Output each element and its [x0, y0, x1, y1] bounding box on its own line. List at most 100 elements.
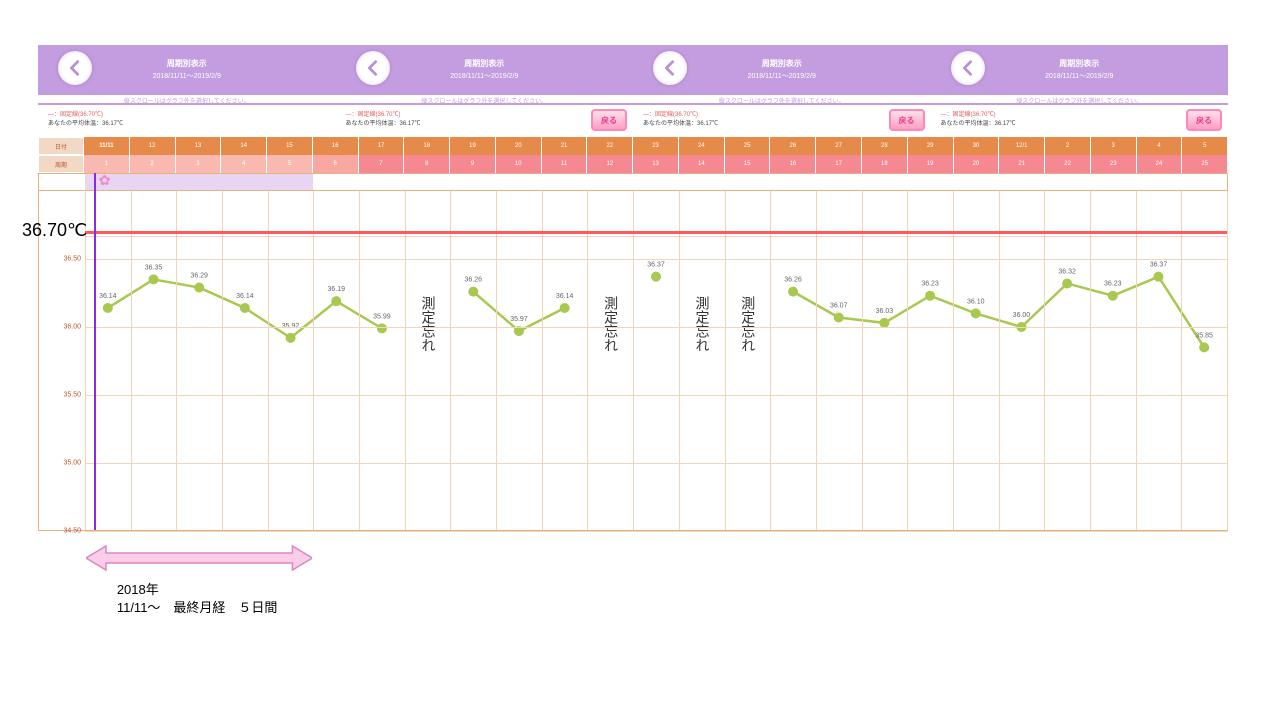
scroll-notice: 縦スクロールはグラフ外を選択してください。: [633, 93, 931, 105]
cycle-cell: 17: [816, 155, 862, 173]
date-cell: 16: [313, 137, 359, 155]
temp-marker: [194, 283, 204, 293]
temp-value-label: 36.37: [647, 262, 665, 269]
header-date-range: 2018/11/11～2019/2/9: [1045, 71, 1113, 81]
back-arrow-icon[interactable]: [58, 51, 92, 85]
v-gridline: [359, 191, 360, 530]
date-cell: 17: [359, 137, 405, 155]
back-arrow-icon[interactable]: [951, 51, 985, 85]
cycle-cell: 19: [908, 155, 954, 173]
back-arrow-icon[interactable]: [653, 51, 687, 85]
temp-line: [473, 292, 564, 331]
v-gridline: [496, 191, 497, 530]
temp-value-label: 36.03: [876, 308, 894, 315]
flower-icon: ✿: [99, 172, 111, 189]
cycle-cell: 13: [633, 155, 679, 173]
cycle-cell: 1: [84, 155, 130, 173]
date-row: 日付11/11121314151617181920212223242526272…: [38, 137, 1228, 155]
date-cell: 20: [496, 137, 542, 155]
legend-fixed-line: ―：固定線(36.70℃): [643, 109, 921, 118]
v-gridline: [770, 191, 771, 530]
header-date-range: 2018/11/11～2019/2/9: [748, 71, 816, 81]
temp-value-label: 36.37: [1150, 262, 1168, 269]
date-cell: 29: [908, 137, 954, 155]
y-tick-label: 36.50: [63, 256, 81, 263]
fixed-temp-line-shadow: [85, 236, 1227, 237]
temp-marker: [834, 312, 844, 322]
header-title: 周期別表示: [762, 58, 802, 69]
date-cell: 22: [587, 137, 633, 155]
date-cell: 13: [176, 137, 222, 155]
cycle-cell: 6: [313, 155, 359, 173]
scroll-notice: 縦スクロールはグラフ外を選択してください。: [336, 93, 634, 105]
date-row-label: 日付: [38, 137, 84, 155]
temp-marker: [788, 287, 798, 297]
v-gridline: [1090, 191, 1091, 530]
h-gridline: [85, 531, 1227, 532]
date-cell: 11/11: [84, 137, 130, 155]
temp-marker: [651, 272, 661, 282]
date-cell: 4: [1137, 137, 1183, 155]
header-segment: 周期別表示 2018/11/11～2019/2/9: [931, 45, 1229, 93]
date-cell: 14: [221, 137, 267, 155]
bottom-annotation-line1: 2018年: [117, 579, 159, 598]
temp-value-label: 36.14: [99, 293, 117, 300]
temp-marker: [925, 291, 935, 301]
temp-value-label: 36.23: [921, 281, 939, 288]
date-cell: 12/1: [999, 137, 1045, 155]
v-gridline: [1044, 191, 1045, 530]
header-title: 周期別表示: [464, 58, 504, 69]
h-gridline: [85, 327, 1227, 328]
scroll-notices: 縦スクロールはグラフ外を選択してください。縦スクロールはグラフ外を選択してくださ…: [38, 93, 1228, 105]
date-cell: 25: [725, 137, 771, 155]
legend-fixed-line: ―：固定線(36.70℃): [48, 109, 326, 118]
y-tick-label: 36.00: [63, 324, 81, 331]
date-cell: 21: [542, 137, 588, 155]
temp-value-label: 36.10: [967, 298, 985, 305]
v-gridline: [85, 191, 86, 530]
legend-avg-temp: あなたの平均体温：36.17℃: [346, 118, 624, 127]
temp-value-label: 36.26: [784, 277, 802, 284]
back-button[interactable]: 戻る: [1186, 109, 1222, 131]
legend-segment: ―：固定線(36.70℃) あなたの平均体温：36.17℃戻る: [633, 105, 931, 137]
forgot-measurement-label: 測定忘れ: [601, 296, 621, 352]
v-gridline: [1181, 191, 1182, 530]
v-gridline: [131, 191, 132, 530]
scroll-notice: 縦スクロールはグラフ外を選択してください。: [38, 93, 336, 105]
temp-value-label: 36.26: [465, 277, 483, 284]
date-cell: 28: [862, 137, 908, 155]
temp-marker: [149, 274, 159, 284]
icon-cells: ✿: [85, 174, 1227, 190]
cycle-cell: 8: [404, 155, 450, 173]
back-arrow-icon[interactable]: [356, 51, 390, 85]
back-button[interactable]: 戻る: [591, 109, 627, 131]
cycle-cell: 12: [587, 155, 633, 173]
y-tick-label: 35.50: [63, 392, 81, 399]
temp-value-label: 35.99: [373, 313, 391, 320]
back-button[interactable]: 戻る: [889, 109, 925, 131]
temp-value-label: 36.14: [556, 293, 574, 300]
temp-marker: [1108, 291, 1118, 301]
temp-marker: [377, 323, 387, 333]
temp-value-label: 36.23: [1104, 281, 1122, 288]
temp-value-label: 36.29: [190, 273, 208, 280]
legend-segment: ―：固定線(36.70℃) あなたの平均体温：36.17℃戻る: [336, 105, 634, 137]
v-gridline: [1227, 191, 1228, 530]
cycle-start-line: [94, 173, 96, 530]
v-gridline: [679, 191, 680, 530]
v-gridline: [405, 191, 406, 530]
date-cell: 30: [954, 137, 1000, 155]
cycle-cell: 22: [1045, 155, 1091, 173]
temp-marker: [971, 308, 981, 318]
temp-marker: [560, 303, 570, 313]
bottom-annotation-line2: 11/11～ 最終月経 ５日間: [117, 597, 278, 616]
date-cell: 5: [1182, 137, 1228, 155]
legend-avg-temp: あなたの平均体温：36.17℃: [941, 118, 1219, 127]
date-cell: 12: [130, 137, 176, 155]
temp-marker: [1199, 342, 1209, 352]
v-gridline: [633, 191, 634, 530]
temp-value-label: 36.00: [1013, 312, 1031, 319]
y-axis: 34.5035.0035.5036.0036.50: [39, 191, 85, 530]
v-gridline: [725, 191, 726, 530]
h-gridline: [85, 395, 1227, 396]
